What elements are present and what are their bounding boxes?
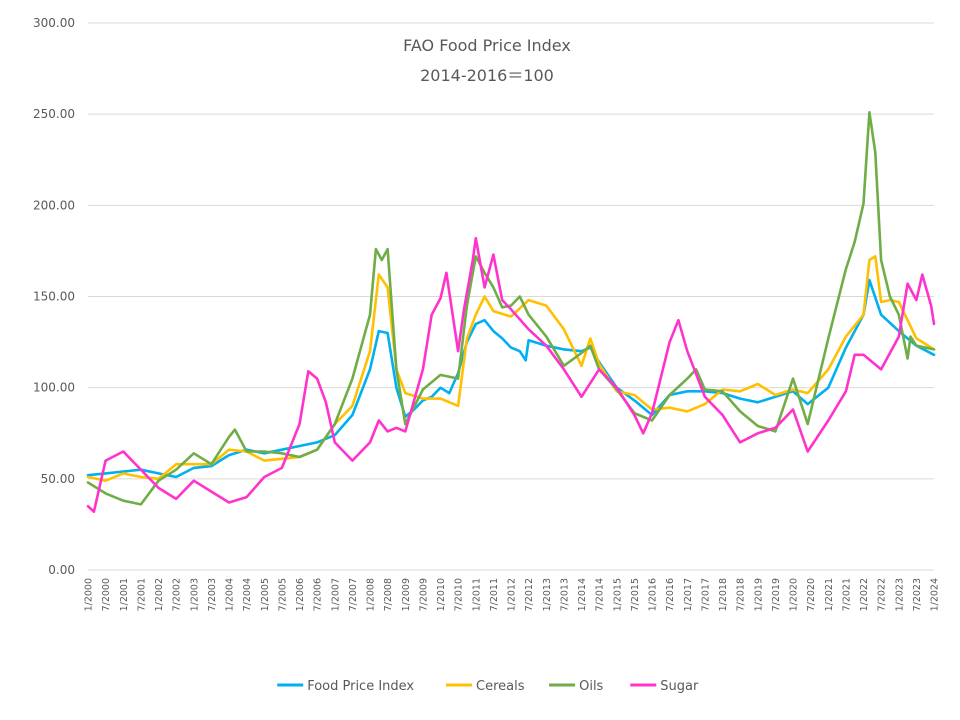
x-tick-label: 1/2018 bbox=[718, 578, 729, 611]
x-tick-label: 1/2013 bbox=[542, 578, 553, 611]
legend-label: Sugar bbox=[660, 679, 699, 694]
series-line-food-price-index bbox=[86, 278, 936, 479]
y-tick-label: 150.00 bbox=[33, 290, 75, 304]
x-tick-label: 1/2005 bbox=[260, 578, 271, 611]
x-tick-label: 1/2020 bbox=[789, 578, 800, 611]
x-tick-label: 7/2005 bbox=[277, 578, 288, 611]
x-tick-label: 7/2012 bbox=[524, 578, 535, 611]
x-tick-label: 1/2015 bbox=[612, 578, 623, 611]
x-tick-label: 7/2014 bbox=[595, 578, 606, 611]
x-tick-label: 1/2009 bbox=[401, 578, 412, 611]
legend: Food Price Index Cereals Oils Sugar bbox=[277, 679, 699, 694]
x-tick-label: 7/2021 bbox=[841, 578, 852, 611]
x-tick-label: 7/2009 bbox=[418, 578, 429, 611]
x-tick-label: 1/2022 bbox=[859, 578, 870, 611]
x-tick-label: 7/2020 bbox=[806, 578, 817, 611]
x-tick-label: 7/2003 bbox=[207, 578, 218, 611]
x-tick-label: 7/2002 bbox=[172, 578, 183, 611]
x-tick-label: 7/2013 bbox=[559, 578, 570, 611]
x-tick-label: 1/2012 bbox=[507, 578, 518, 611]
x-tick-label: 7/2007 bbox=[348, 578, 359, 611]
series-line-sugar bbox=[86, 236, 936, 513]
x-tick-label: 1/2003 bbox=[189, 578, 200, 611]
x-tick-label: 1/2011 bbox=[471, 578, 482, 611]
y-tick-label: 250.00 bbox=[33, 107, 75, 121]
x-tick-label: 7/2019 bbox=[771, 578, 782, 611]
x-tick-label: 1/2010 bbox=[436, 578, 447, 611]
legend-label: Cereals bbox=[476, 679, 525, 694]
x-tick-label: 1/2016 bbox=[648, 578, 659, 611]
legend-label: Oils bbox=[579, 679, 603, 694]
x-tick-label: 1/2000 bbox=[84, 578, 95, 611]
x-tick-label: 7/2008 bbox=[383, 578, 394, 611]
x-tick-label: 1/2002 bbox=[154, 578, 165, 611]
x-tick-label: 1/2021 bbox=[824, 578, 835, 611]
legend-label: Food Price Index bbox=[307, 679, 414, 694]
y-tick-label: 50.00 bbox=[41, 472, 75, 486]
x-tick-label: 1/2008 bbox=[366, 578, 377, 611]
x-tick-label: 7/2017 bbox=[700, 578, 711, 611]
x-tick-label: 7/2016 bbox=[665, 578, 676, 611]
y-tick-label: 200.00 bbox=[33, 198, 75, 212]
x-tick-label: 7/2004 bbox=[242, 578, 253, 611]
x-tick-label: 7/2015 bbox=[630, 578, 641, 611]
x-tick-label: 7/2023 bbox=[912, 578, 923, 611]
x-tick-label: 1/2017 bbox=[683, 578, 694, 611]
x-tick-label: 1/2014 bbox=[577, 578, 588, 611]
x-tick-label: 1/2006 bbox=[295, 578, 306, 611]
series-line-oils bbox=[86, 111, 936, 506]
chart-subtitle: 2014-2016＝100 bbox=[420, 66, 554, 85]
x-tick-label: 1/2004 bbox=[225, 578, 236, 611]
y-tick-label: 100.00 bbox=[33, 381, 75, 395]
x-tick-label: 7/2022 bbox=[877, 578, 888, 611]
chart-title: FAO Food Price Index bbox=[403, 36, 571, 55]
x-tick-label: 1/2023 bbox=[894, 578, 905, 611]
x-tick-label: 7/2006 bbox=[313, 578, 324, 611]
x-tick-label: 7/2011 bbox=[489, 578, 500, 611]
y-tick-label: 0.00 bbox=[48, 563, 75, 577]
x-tick-label: 1/2001 bbox=[119, 578, 130, 611]
series-layer bbox=[86, 111, 936, 513]
x-tick-label: 1/2007 bbox=[330, 578, 341, 611]
x-tick-label: 1/2024 bbox=[930, 578, 941, 611]
x-tick-label: 7/2000 bbox=[101, 578, 112, 611]
x-tick-label: 1/2019 bbox=[753, 578, 764, 611]
grid-layer bbox=[88, 22, 934, 571]
x-tick-label: 7/2018 bbox=[736, 578, 747, 611]
x-tick-label: 7/2010 bbox=[454, 578, 465, 611]
x-tick-label: 7/2001 bbox=[136, 578, 147, 611]
y-tick-label: 300.00 bbox=[33, 16, 75, 30]
y-axis-ticks: 0.00 50.00 100.00 150.00 200.00 250.00 300.00 bbox=[33, 16, 75, 577]
x-axis-ticks: 1/2000 7/2000 1/2001 7/2001 1/2002 7/2002 1/20… bbox=[84, 578, 941, 611]
series-line-cereals bbox=[86, 255, 936, 482]
